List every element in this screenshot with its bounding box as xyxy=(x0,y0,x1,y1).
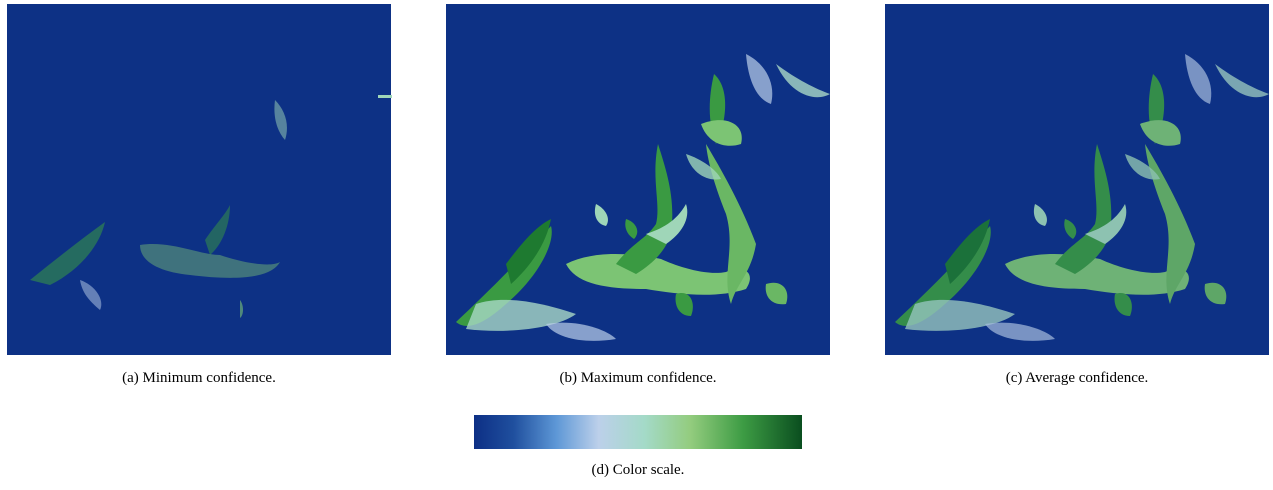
color-scale xyxy=(474,415,802,449)
panel-a xyxy=(7,4,392,355)
confidence-map xyxy=(7,4,391,355)
caption: (d) Color scale. xyxy=(592,462,685,478)
caption: (a) Minimum confidence. xyxy=(122,370,276,386)
panel-c xyxy=(885,4,1269,355)
panel-b xyxy=(446,4,830,355)
caption: (c) Average confidence. xyxy=(1006,370,1149,386)
caption: (b) Maximum confidence. xyxy=(559,370,716,386)
